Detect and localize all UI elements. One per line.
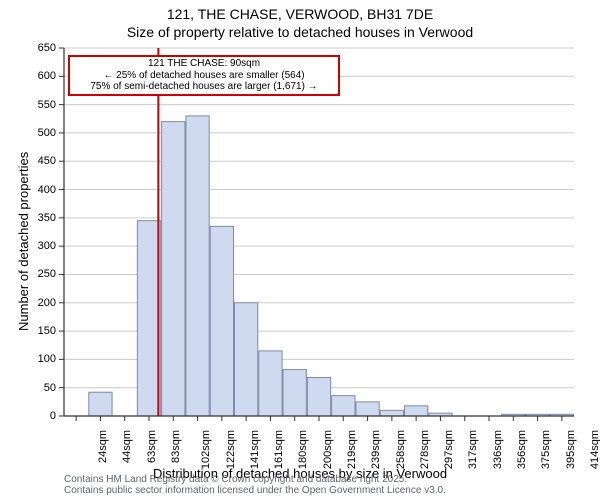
histogram-bar <box>307 378 330 416</box>
histogram-bar <box>380 410 403 416</box>
histogram-bar <box>137 221 160 416</box>
x-tick-label: 200sqm <box>322 430 334 469</box>
y-tick-label: 450 <box>16 155 56 167</box>
y-tick-label: 50 <box>16 382 56 394</box>
annotation-line: ← 25% of detached houses are smaller (56… <box>74 70 334 82</box>
footer-attribution: Contains HM Land Registry data © Crown c… <box>64 474 446 496</box>
x-tick-label: 414sqm <box>589 430 600 469</box>
y-tick-label: 300 <box>16 240 56 252</box>
histogram-bar <box>259 351 282 416</box>
x-tick-label: 317sqm <box>468 430 480 469</box>
histogram-bar <box>186 116 209 416</box>
y-tick-label: 0 <box>16 410 56 422</box>
x-tick-label: 141sqm <box>249 430 261 469</box>
y-tick-label: 200 <box>16 297 56 309</box>
x-tick-label: 336sqm <box>492 430 504 469</box>
x-tick-label: 395sqm <box>565 430 577 469</box>
x-tick-label: 122sqm <box>225 430 237 469</box>
annotation-box: 121 THE CHASE: 90sqm ← 25% of detached h… <box>68 55 340 96</box>
x-tick-label: 161sqm <box>273 430 285 469</box>
y-tick-label: 250 <box>16 268 56 280</box>
histogram-bar <box>283 370 306 416</box>
y-tick-label: 650 <box>16 42 56 54</box>
histogram-bar <box>162 122 185 416</box>
y-tick-label: 550 <box>16 99 56 111</box>
x-tick-label: 63sqm <box>146 430 158 463</box>
histogram-bar <box>332 396 355 416</box>
y-tick-label: 600 <box>16 70 56 82</box>
x-tick-label: 258sqm <box>395 430 407 469</box>
histogram-bar <box>356 402 379 416</box>
x-tick-label: 44sqm <box>121 430 133 463</box>
x-tick-label: 356sqm <box>516 430 528 469</box>
y-tick-label: 350 <box>16 212 56 224</box>
y-tick-label: 400 <box>16 184 56 196</box>
x-tick-label: 375sqm <box>540 430 552 469</box>
histogram-bar <box>235 303 258 416</box>
histogram-canvas <box>64 48 574 416</box>
x-tick-label: 83sqm <box>170 430 182 463</box>
x-tick-label: 102sqm <box>200 430 212 469</box>
y-tick-label: 100 <box>16 353 56 365</box>
histogram-bar <box>89 392 112 416</box>
chart-title-line1: 121, THE CHASE, VERWOOD, BH31 7DE <box>0 6 600 22</box>
y-tick-label: 500 <box>16 127 56 139</box>
x-tick-label: 297sqm <box>443 430 455 469</box>
y-tick-label: 150 <box>16 325 56 337</box>
x-tick-label: 24sqm <box>97 430 109 463</box>
x-tick-label: 219sqm <box>346 430 358 469</box>
annotation-line: 75% of semi-detached houses are larger (… <box>74 81 334 93</box>
annotation-line: 121 THE CHASE: 90sqm <box>74 58 334 70</box>
x-tick-label: 180sqm <box>298 430 310 469</box>
histogram-bar <box>210 226 233 416</box>
x-tick-label: 278sqm <box>419 430 431 469</box>
x-tick-label: 239sqm <box>370 430 382 469</box>
histogram-bar <box>405 406 428 416</box>
chart-title-line2: Size of property relative to detached ho… <box>0 24 600 40</box>
